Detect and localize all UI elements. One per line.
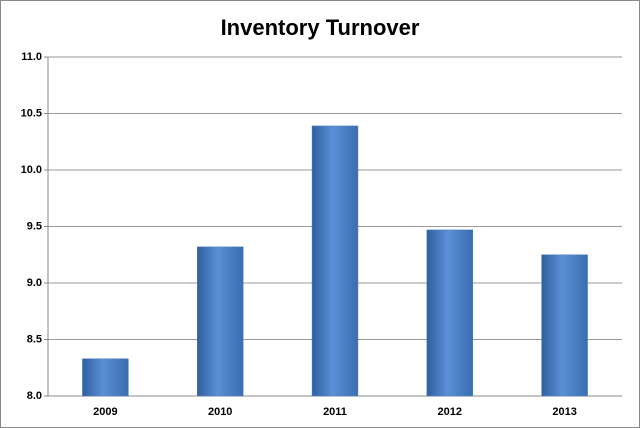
y-tick-label: 10.5 <box>21 107 42 119</box>
y-tick-label: 9.5 <box>27 220 42 232</box>
chart-title: Inventory Turnover <box>221 15 420 40</box>
x-tick-label: 2009 <box>93 406 117 418</box>
x-tick-label: 2013 <box>552 406 576 418</box>
bar <box>541 254 588 397</box>
bar <box>82 358 129 397</box>
bar <box>196 246 244 397</box>
y-tick-label: 9.0 <box>27 277 42 289</box>
y-tick-label: 11.0 <box>21 51 42 63</box>
y-tick-label: 8.5 <box>27 333 42 345</box>
y-tick-label: 8.0 <box>27 390 42 402</box>
bar <box>311 125 359 397</box>
x-tick-label: 2012 <box>438 406 462 418</box>
bar <box>426 229 474 397</box>
x-tick-label: 2011 <box>323 406 347 418</box>
x-tick-label: 2010 <box>208 406 232 418</box>
y-tick-label: 10.0 <box>21 164 42 176</box>
